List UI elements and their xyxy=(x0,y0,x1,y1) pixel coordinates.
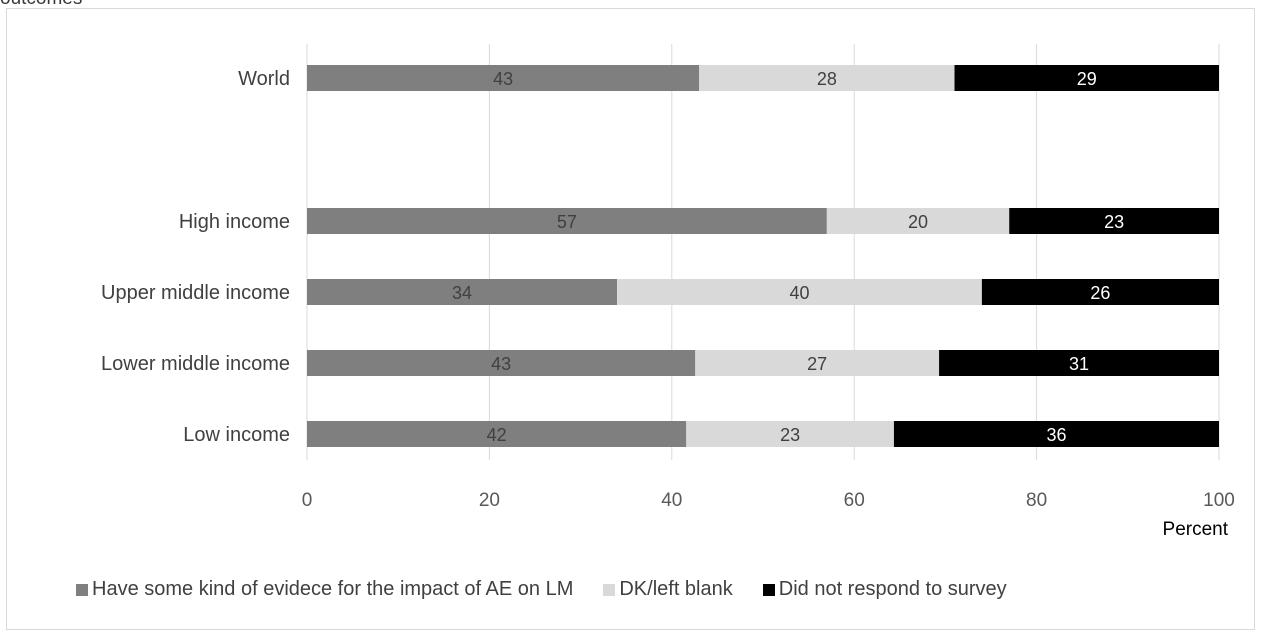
data-label: 31 xyxy=(1069,354,1089,374)
bar-segment xyxy=(954,65,1219,91)
category-labels: World High income Upper middle income Lower… xyxy=(101,68,290,446)
bar-segment xyxy=(699,65,955,91)
x-tick-label: 80 xyxy=(1026,490,1047,511)
bar-segment xyxy=(686,421,894,447)
legend-label: DK/left blank xyxy=(619,578,733,600)
data-label: 20 xyxy=(908,212,928,232)
data-label: 23 xyxy=(780,425,800,445)
legend-label: Have some kind of evidece for the impact… xyxy=(92,578,574,600)
legend-item: DK/left blank xyxy=(603,578,733,601)
x-tick-label: 40 xyxy=(661,490,682,511)
bar-segment xyxy=(939,350,1219,376)
bar-segment xyxy=(893,421,1219,447)
bars xyxy=(307,65,1219,447)
bar-segment xyxy=(826,208,1010,234)
legend-label: Did not respond to survey xyxy=(778,578,1007,600)
data-label: 28 xyxy=(817,69,837,89)
x-tick-label: 0 xyxy=(302,490,313,511)
bar-segment xyxy=(307,65,700,91)
category-label: Low income xyxy=(183,424,290,446)
data-label: 36 xyxy=(1046,425,1066,445)
category-label: Upper middle income xyxy=(101,282,290,304)
data-label: 40 xyxy=(789,283,809,303)
legend-item: Did not respond to survey xyxy=(762,578,1007,601)
data-label: 43 xyxy=(491,354,511,374)
category-label: Lower middle income xyxy=(101,353,290,375)
bar-segment xyxy=(617,279,982,305)
data-label: 34 xyxy=(452,283,472,303)
legend-item: Have some kind of evidece for the impact… xyxy=(76,578,573,601)
legend-swatch xyxy=(603,583,616,596)
x-axis: 0 20 40 60 80 100 Percent xyxy=(302,490,1235,540)
bar-segment xyxy=(307,279,618,305)
legend-swatch xyxy=(762,583,775,596)
data-label: 57 xyxy=(557,212,577,232)
chart-title-fragment: outcomes xyxy=(0,0,82,10)
bar-segment xyxy=(307,208,827,234)
bar-segment xyxy=(695,350,940,376)
category-label: World xyxy=(238,68,290,90)
data-label: 26 xyxy=(1090,283,1110,303)
data-label: 27 xyxy=(807,354,827,374)
bar-segment xyxy=(307,421,687,447)
data-label: 29 xyxy=(1077,69,1097,89)
category-label: High income xyxy=(179,211,290,233)
legend: Have some kind of evidece for the impact… xyxy=(76,578,1037,601)
gridlines xyxy=(306,44,1220,460)
bar-segment xyxy=(307,350,696,376)
legend-swatch xyxy=(76,583,88,596)
bar-segment xyxy=(1009,208,1219,234)
data-label: 23 xyxy=(1104,212,1124,232)
x-axis-title: Percent xyxy=(1163,519,1229,540)
data-label: 43 xyxy=(493,69,513,89)
x-tick-label: 20 xyxy=(479,490,500,511)
x-tick-label: 100 xyxy=(1203,490,1235,511)
data-label: 42 xyxy=(487,425,507,445)
chart-frame xyxy=(6,8,1255,630)
x-tick-label: 60 xyxy=(844,490,865,511)
data-labels: 43 28 29 57 20 23 34 40 26 43 27 31 42 23 36 xyxy=(452,69,1124,445)
bar-segment xyxy=(981,279,1219,305)
